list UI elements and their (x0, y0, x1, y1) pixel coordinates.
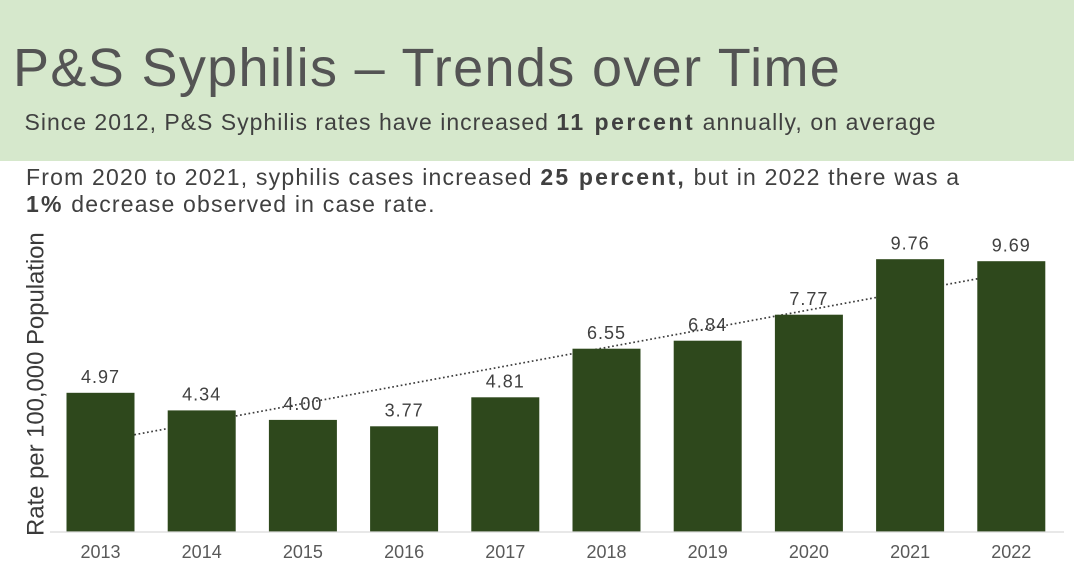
svg-text:2019: 2019 (688, 542, 728, 562)
svg-text:2020: 2020 (789, 542, 829, 562)
svg-text:2017: 2017 (485, 542, 525, 562)
svg-text:6.55: 6.55 (587, 323, 626, 343)
svg-text:4.97: 4.97 (81, 367, 120, 387)
svg-text:4.81: 4.81 (486, 372, 525, 392)
svg-text:9.69: 9.69 (992, 235, 1031, 255)
svg-text:9.76: 9.76 (891, 233, 930, 253)
svg-text:4.00: 4.00 (283, 394, 322, 414)
svg-text:2014: 2014 (182, 542, 222, 562)
svg-text:6.84: 6.84 (688, 315, 727, 335)
svg-text:2021: 2021 (890, 542, 930, 562)
svg-text:4.34: 4.34 (182, 385, 221, 405)
svg-text:2022: 2022 (991, 542, 1031, 562)
svg-text:2016: 2016 (384, 542, 424, 562)
svg-text:2013: 2013 (80, 542, 120, 562)
svg-text:3.77: 3.77 (385, 401, 424, 421)
svg-text:Rate per 100,000 Population: Rate per 100,000 Population (22, 232, 49, 536)
svg-text:7.77: 7.77 (789, 289, 828, 309)
svg-text:2018: 2018 (586, 542, 626, 562)
svg-text:2015: 2015 (283, 542, 323, 562)
